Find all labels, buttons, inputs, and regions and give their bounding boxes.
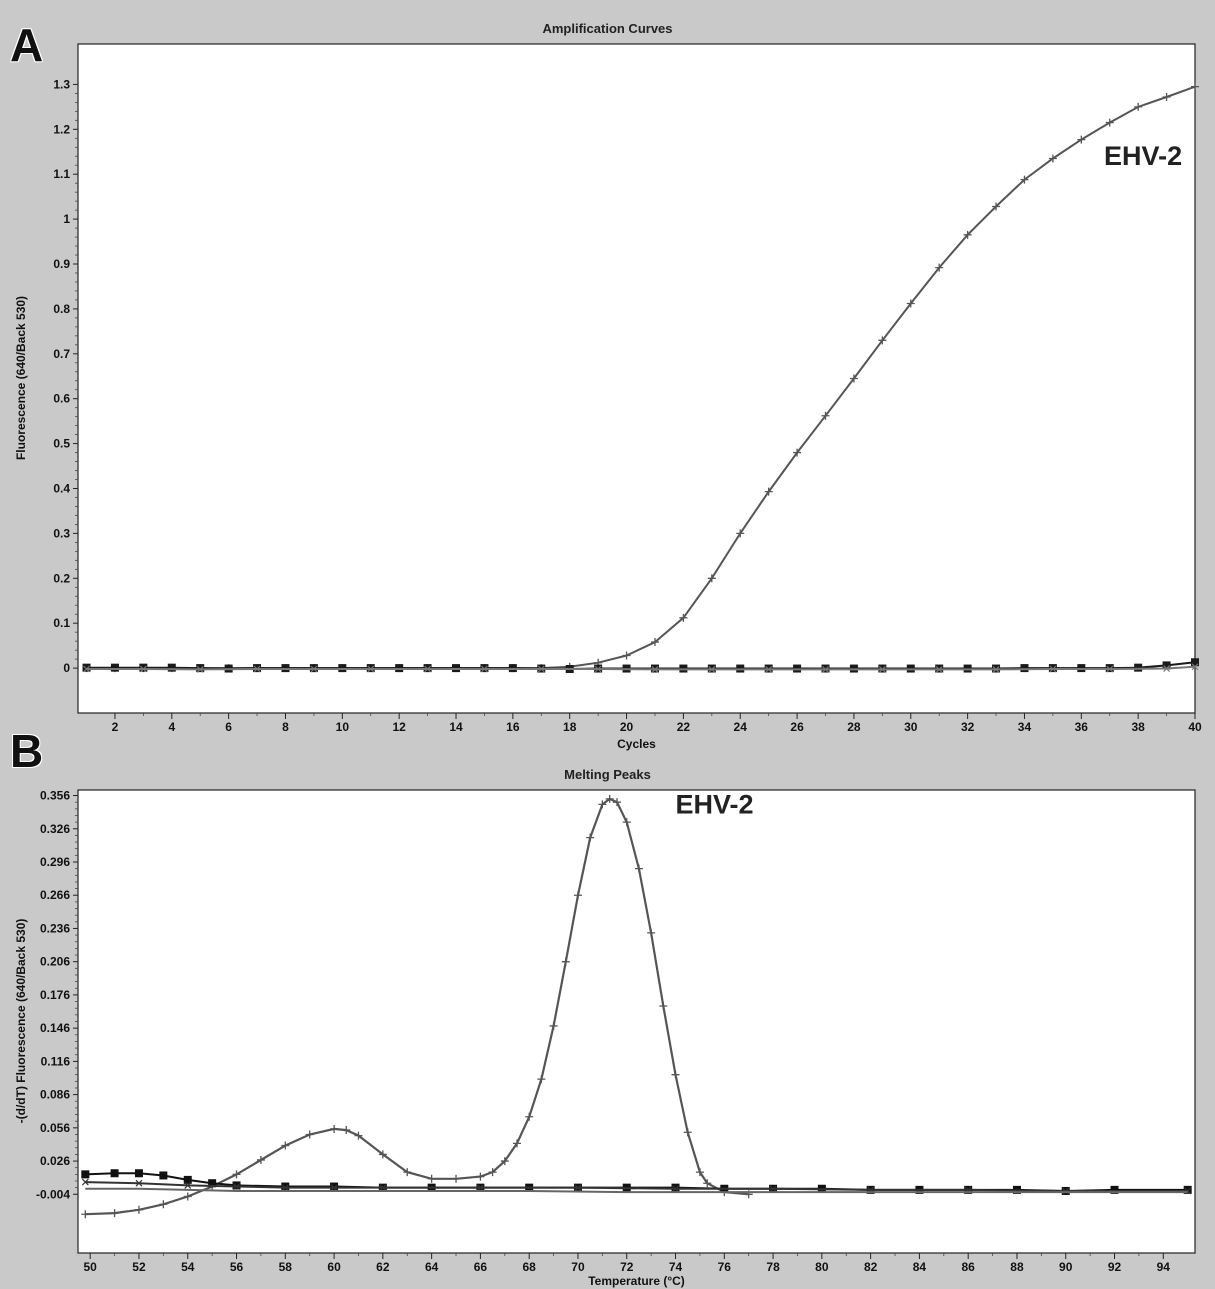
x-tick-label: 68 [523,1260,537,1274]
y-tick-label: 0.266 [40,888,70,902]
y-tick-label: 1.1 [53,167,70,181]
y-tick-label: 0.056 [40,1121,70,1135]
series-annotation: EHV-2 [676,789,754,819]
y-tick-label: 0.026 [40,1154,70,1168]
x-tick-label: 2 [112,720,119,734]
x-axis-label: Cycles [617,737,656,751]
x-tick-label: 72 [620,1260,634,1274]
y-tick-label: 0.1 [53,616,70,630]
data-point [81,1170,89,1178]
y-tick-label: 0.206 [40,955,70,969]
x-tick-label: 58 [279,1260,293,1274]
x-tick-label: 40 [1188,720,1202,734]
x-axis-label: Temperature (°C) [588,1274,685,1288]
y-tick-label: 0.8 [53,302,70,316]
x-tick-label: 76 [718,1260,732,1274]
data-point [1020,664,1028,672]
y-tick-label: 0.7 [53,347,70,361]
x-tick-label: 30 [904,720,918,734]
x-tick-label: 56 [230,1260,244,1274]
data-point [233,1181,241,1189]
x-tick-label: 86 [962,1260,976,1274]
data-point [196,664,204,672]
y-tick-label: 0.296 [40,855,70,869]
plot-area [78,44,1195,713]
x-tick-label: 12 [392,720,406,734]
y-tick-label: 0.4 [53,482,70,496]
x-tick-label: 16 [506,720,520,734]
y-tick-label: 0.6 [53,392,70,406]
x-tick-label: 54 [181,1260,195,1274]
data-point [83,664,91,672]
data-point [1191,658,1199,666]
y-tick-label: 0.086 [40,1088,70,1102]
x-tick-label: 34 [1018,720,1032,734]
y-tick-label: 1.2 [53,122,70,136]
x-tick-label: 8 [282,720,289,734]
y-tick-label: 0.9 [53,257,70,271]
x-tick-label: 78 [766,1260,780,1274]
chart-0: 00.10.20.30.40.50.60.70.80.911.11.21.32 4… [14,44,1202,751]
chart-1: -0.004 0.026 0.056 0.086 0.116 0.146 0.176 0.20… [14,789,1195,1288]
data-point [168,664,176,672]
x-tick-label: 94 [1157,1260,1171,1274]
x-tick-label: 50 [84,1260,98,1274]
x-tick-label: 18 [563,720,577,734]
x-tick-label: 22 [677,720,691,734]
y-tick-label: 0.116 [41,1054,71,1068]
y-tick-label: 1.3 [53,77,70,91]
y-tick-label: 0.146 [40,1021,70,1035]
data-point [330,1183,338,1191]
x-tick-label: 32 [961,720,975,734]
y-tick-label: 0.236 [40,921,70,935]
y-tick-label: 0 [63,661,70,675]
data-point [111,664,119,672]
x-tick-label: 74 [669,1260,683,1274]
x-tick-label: 10 [336,720,350,734]
y-tick-label: 0.3 [53,526,70,540]
y-tick-label: 0.5 [53,437,70,451]
x-tick-label: 82 [864,1260,878,1274]
x-tick-label: 92 [1108,1260,1122,1274]
x-tick-label: 4 [168,720,175,734]
x-tick-label: 20 [620,720,634,734]
data-point [135,1169,143,1177]
y-axis-label: -(d/dT) Fluorescence (640/Back 530) [14,919,28,1124]
x-tick-label: 62 [376,1260,390,1274]
y-tick-label: 0.326 [40,822,70,836]
x-tick-label: 14 [449,720,463,734]
y-tick-label: 0.356 [40,789,70,803]
x-tick-label: 36 [1075,720,1089,734]
x-tick-label: 28 [847,720,861,734]
x-tick-label: 84 [913,1260,927,1274]
y-tick-label: 1 [63,212,70,226]
y-tick-label: 0.2 [53,571,70,585]
x-tick-label: 90 [1059,1260,1073,1274]
x-tick-label: 60 [327,1260,341,1274]
x-tick-label: 52 [132,1260,146,1274]
x-tick-label: 88 [1010,1260,1024,1274]
x-tick-label: 26 [790,720,804,734]
x-tick-label: 38 [1131,720,1145,734]
data-point [1134,664,1142,672]
y-axis-label: Fluorescence (640/Back 530) [14,296,28,460]
x-tick-label: 66 [474,1260,488,1274]
data-point [672,1184,680,1192]
x-tick-label: 70 [571,1260,585,1274]
x-tick-label: 64 [425,1260,439,1274]
x-tick-label: 24 [734,720,748,734]
data-point [159,1171,167,1179]
x-tick-label: 80 [815,1260,829,1274]
series-annotation: EHV-2 [1104,141,1182,171]
x-tick-label: 6 [225,720,232,734]
y-tick-label: -0.004 [36,1187,70,1201]
data-point [111,1169,119,1177]
data-point [139,664,147,672]
y-tick-label: 0.176 [40,988,70,1002]
